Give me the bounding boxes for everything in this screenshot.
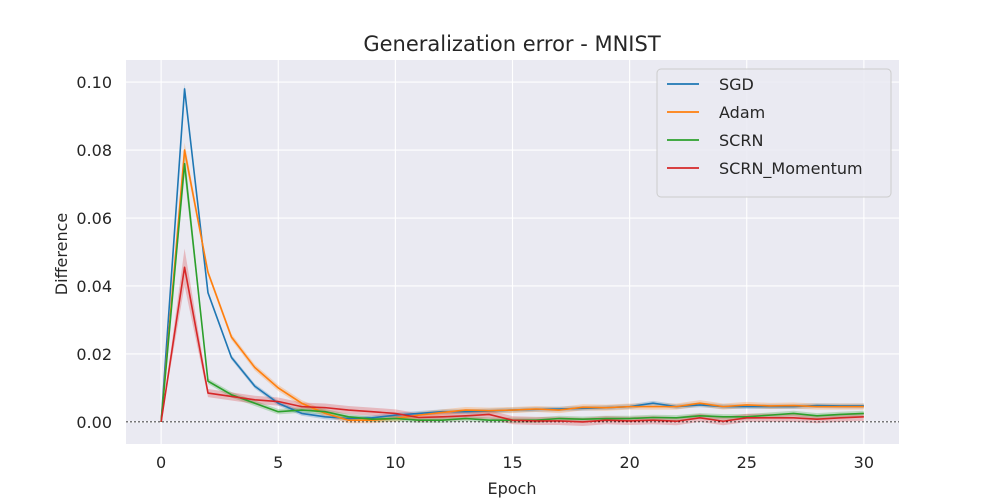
x-tick-label: 10: [385, 453, 405, 472]
x-tick-label: 20: [619, 453, 639, 472]
x-tick-label: 30: [854, 453, 874, 472]
x-axis-label: Epoch: [488, 479, 537, 498]
legend-box: [656, 68, 892, 198]
legend: SGD Adam SCRN SCRN_Momentum: [656, 68, 892, 198]
series-lines: [160, 88, 864, 423]
x-tick-label: 25: [737, 453, 757, 472]
y-axis-ticks: 0.00 0.02 0.04 0.06 0.08 0.10: [76, 73, 112, 432]
y-axis-label: Difference: [52, 213, 71, 295]
chart-title: Generalization error - MNIST: [363, 32, 661, 56]
x-tick-label: 5: [273, 453, 283, 472]
y-tick-label: 0.04: [76, 277, 112, 296]
x-tick-label: 0: [156, 453, 166, 472]
adam-line: [160, 149, 864, 422]
legend-label-scrn: SCRN: [719, 131, 763, 150]
y-tick-label: 0.06: [76, 209, 112, 228]
legend-label-scrn-momentum: SCRN_Momentum: [719, 159, 863, 179]
y-tick-label: 0.10: [76, 73, 112, 92]
x-axis-ticks: 0 5 10 15 20 25 30: [156, 453, 874, 472]
y-tick-label: 0.02: [76, 345, 112, 364]
legend-label-sgd: SGD: [719, 75, 754, 94]
scrn-momentum-line: [160, 266, 864, 423]
legend-label-adam: Adam: [719, 103, 765, 122]
y-tick-label: 0.00: [76, 413, 112, 432]
x-tick-label: 15: [502, 453, 522, 472]
y-tick-label: 0.08: [76, 141, 112, 160]
